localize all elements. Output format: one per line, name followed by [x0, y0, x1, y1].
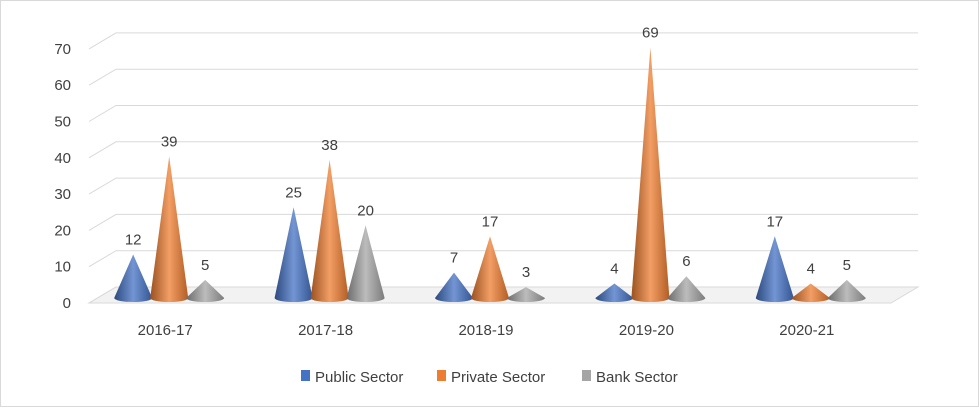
data-label: 17: [766, 213, 783, 230]
data-label: 7: [450, 250, 458, 267]
legend-label: Bank Sector: [596, 369, 678, 386]
y-tick-label: 50: [54, 114, 71, 131]
data-label: 4: [610, 260, 618, 277]
legend: Public Sector Private Sector Bank Sector: [301, 369, 678, 386]
data-label: 3: [522, 264, 530, 281]
cone-public-sector-2016-17: [114, 254, 153, 302]
legend-swatch: [437, 370, 446, 381]
legend-swatch: [582, 370, 591, 381]
data-label: 69: [642, 25, 659, 42]
legend-label: Private Sector: [451, 369, 545, 386]
gridline: [88, 32, 918, 50]
data-label: 20: [357, 202, 374, 219]
data-label: 6: [682, 253, 690, 270]
legend-swatch: [301, 370, 310, 381]
data-label: 12: [125, 231, 142, 248]
x-tick-label: 2017-18: [298, 322, 353, 339]
x-axis-ticks: 2016-17 2017-18 2018-19 2019-20 2020-21: [138, 322, 835, 339]
cone-private-sector-2018-19: [471, 236, 509, 302]
x-tick-label: 2020-21: [779, 322, 834, 339]
y-tick-label: 20: [54, 222, 71, 239]
data-label: 39: [161, 133, 178, 150]
data-label: 5: [843, 257, 851, 274]
cone-bank-sector-2018-19: [507, 287, 545, 302]
cone-public-sector-2019-20: [595, 283, 634, 302]
data-label: 17: [482, 213, 499, 230]
x-tick-label: 2016-17: [138, 322, 193, 339]
x-tick-label: 2018-19: [458, 322, 513, 339]
data-label: 25: [285, 184, 302, 201]
data-label: 4: [807, 260, 815, 277]
chart-walls: [87, 32, 920, 304]
y-tick-label: 10: [54, 259, 71, 276]
y-tick-label: 60: [54, 77, 71, 94]
x-tick-label: 2019-20: [619, 322, 674, 339]
cone-bank-sector-2017-18: [346, 225, 385, 302]
y-axis-ticks: 0 10 20 30 40 50 60 70: [54, 41, 71, 312]
cone-private-sector-2020-21: [791, 283, 830, 302]
cone-private-sector-2017-18: [310, 160, 349, 302]
cones: [114, 47, 866, 302]
cone-bank-sector-2016-17: [186, 279, 225, 302]
y-tick-label: 0: [63, 295, 71, 312]
back-wall: [116, 32, 918, 288]
data-labels: 12 39 5 25 38 20 7 17 3 4 69 6 17 4 5: [125, 25, 851, 282]
cone-private-sector-2019-20: [631, 47, 670, 302]
y-tick-label: 40: [54, 150, 71, 167]
cone-public-sector-2017-18: [274, 207, 313, 302]
y-tick-label: 30: [54, 186, 71, 203]
y-tick-label: 70: [54, 41, 71, 58]
cone-public-sector-2018-19: [435, 272, 473, 302]
data-label: 5: [201, 257, 209, 274]
cone-private-sector-2016-17: [150, 156, 189, 302]
legend-label: Public Sector: [315, 369, 403, 386]
cone-bank-sector-2019-20: [667, 276, 706, 302]
cone-bank-sector-2020-21: [827, 279, 866, 302]
cone-public-sector-2020-21: [755, 236, 794, 302]
data-label: 38: [321, 137, 338, 154]
